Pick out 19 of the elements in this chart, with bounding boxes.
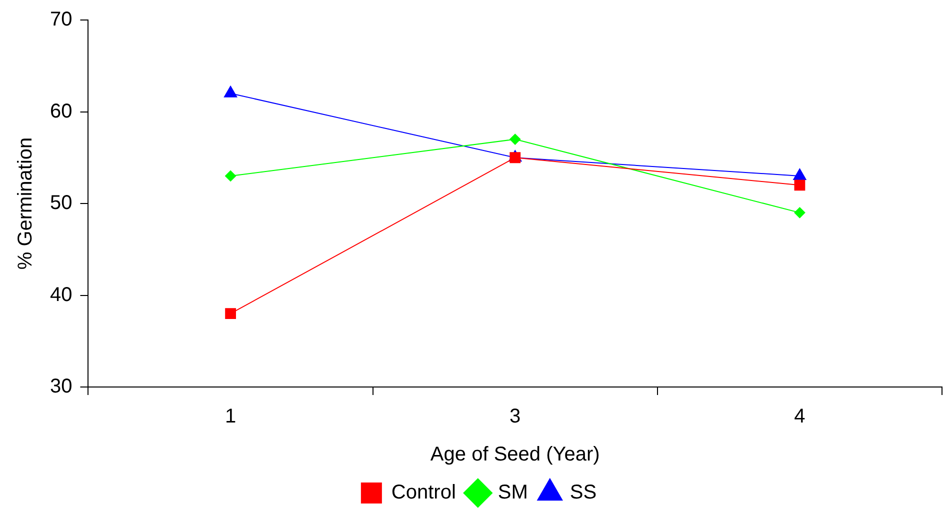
point — [794, 180, 806, 191]
x-tick-label: 1 — [224, 406, 236, 428]
y-tick-label: 40 — [50, 284, 72, 306]
point — [510, 152, 521, 164]
x-axis-title: Age of Seed (Year) — [430, 444, 600, 466]
y-tick-label: 30 — [50, 376, 72, 398]
legend-label: SM — [498, 482, 528, 504]
x-tick-label: 4 — [794, 406, 806, 428]
legend-label: Control — [391, 482, 456, 504]
point — [510, 134, 521, 145]
y-tick-label: 70 — [50, 8, 72, 31]
y-tick-label: 50 — [50, 192, 72, 214]
y-tick-label: 60 — [50, 100, 72, 122]
point — [794, 207, 806, 218]
point — [225, 170, 236, 182]
legend-label: SS — [570, 482, 597, 504]
point — [225, 308, 236, 320]
x-tick-label: 3 — [510, 406, 521, 428]
y-axis-title: % Germination — [14, 137, 37, 270]
